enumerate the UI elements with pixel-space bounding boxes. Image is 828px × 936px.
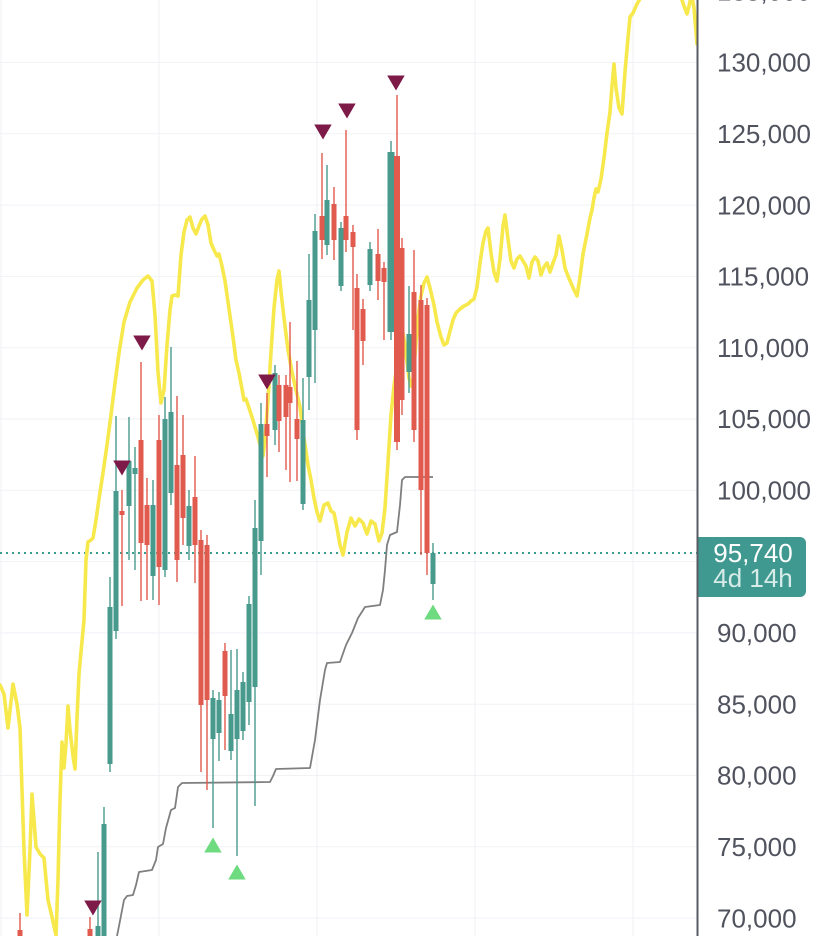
svg-text:120,000: 120,000	[717, 190, 811, 220]
svg-text:80,000: 80,000	[717, 761, 797, 791]
svg-text:75,000: 75,000	[717, 832, 797, 862]
svg-text:90,000: 90,000	[717, 618, 797, 648]
svg-text:135,000: 135,000	[717, 0, 811, 6]
svg-text:115,000: 115,000	[717, 262, 809, 292]
svg-text:95,740: 95,740	[713, 538, 793, 568]
svg-text:105,000: 105,000	[717, 404, 811, 434]
svg-text:70,000: 70,000	[717, 903, 797, 933]
svg-text:100,000: 100,000	[717, 476, 811, 506]
svg-text:125,000: 125,000	[717, 119, 811, 149]
svg-text:130,000: 130,000	[717, 48, 811, 78]
svg-text:85,000: 85,000	[717, 689, 797, 719]
svg-text:110,000: 110,000	[717, 333, 809, 363]
svg-text:4d 14h: 4d 14h	[713, 563, 793, 593]
